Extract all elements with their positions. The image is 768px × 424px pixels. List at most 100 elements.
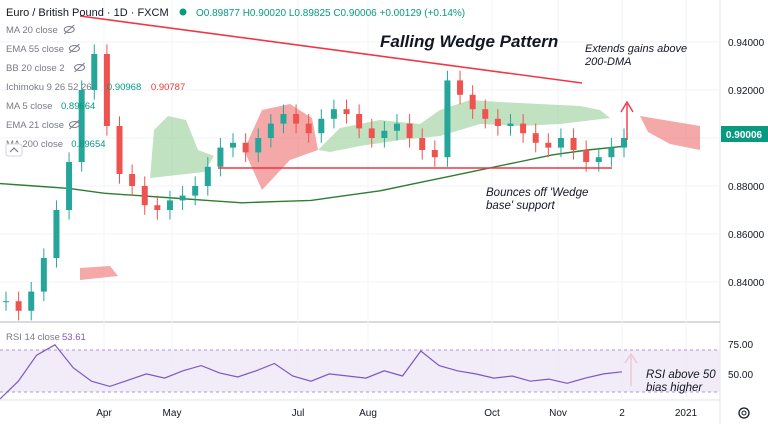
eye-hidden-icon[interactable]	[68, 43, 80, 54]
candle-body	[330, 109, 337, 119]
candle-body	[305, 123, 312, 134]
candle-body	[230, 142, 237, 148]
time-tick-7: 2021	[675, 408, 698, 419]
time-tick-2: Jul	[292, 408, 305, 419]
candle-body	[406, 123, 413, 138]
candle-body	[570, 138, 577, 150]
time-tick-5: Nov	[549, 408, 567, 419]
time-axis[interactable]: Apr May Jul Aug Oct Nov 2 2021	[96, 408, 697, 419]
ma200-line	[0, 145, 623, 204]
cloud-green-segment-2	[318, 100, 610, 152]
rsi-label[interactable]: RSI 14 close	[6, 332, 60, 343]
legend-item-0[interactable]: MA 20 close	[6, 25, 58, 36]
bounce-annotation-line1: Bounces off 'Wedge	[486, 187, 588, 199]
candle-body	[368, 128, 375, 138]
extends-annotation-line1: Extends gains above	[585, 43, 687, 55]
price-tick-1: 0.92000	[728, 86, 765, 97]
candle-body	[393, 123, 400, 131]
candle-body	[204, 166, 211, 186]
rsi-tick-50: 50.00	[728, 370, 753, 381]
candle-body	[494, 118, 501, 126]
legend-value-3: 0.90968	[107, 82, 141, 93]
legend-item-5[interactable]: EMA 21 close	[6, 120, 64, 131]
legend-value-6: 0.89654	[71, 139, 105, 150]
candle-body	[595, 157, 602, 162]
rsi-tick-75: 75.00	[728, 340, 753, 351]
time-tick-4: Oct	[484, 408, 500, 419]
candle-body	[3, 301, 9, 303]
legend-value2-3: 0.90787	[151, 82, 185, 93]
candle-body	[78, 90, 85, 162]
candle-body	[15, 301, 22, 311]
symbol-title[interactable]: Euro / British Pound · 1D · FXCM	[6, 7, 169, 19]
price-up-arrow[interactable]	[620, 100, 634, 140]
ichimoku-cloud	[80, 100, 700, 280]
candle-body	[154, 205, 161, 210]
wedge-upper-line[interactable]	[79, 15, 583, 84]
indicator-legend[interactable]: MA 20 close EMA 55 close BB 20 close 2 Ichi…	[6, 24, 185, 150]
candle-body	[482, 109, 489, 119]
candle-body	[242, 142, 249, 153]
candle-body	[532, 133, 539, 143]
cloud-green-segment	[150, 116, 214, 178]
candle-body	[583, 150, 590, 162]
legend-item-2[interactable]: BB 20 close 2	[6, 63, 65, 74]
eye-hidden-icon[interactable]	[74, 62, 86, 73]
legend-value-4: 0.89664	[61, 101, 95, 112]
candle-body	[141, 186, 148, 206]
last-price-value: 0.90006	[726, 130, 763, 141]
candle-body	[431, 150, 438, 158]
candle-body	[293, 114, 300, 124]
last-price-badge: 0.90006	[721, 126, 768, 142]
ohlc-readout: O0.89877 H0.90020 L0.89825 C0.90006 +0.0…	[196, 8, 465, 19]
candle-body	[28, 291, 35, 311]
eye-hidden-icon[interactable]	[68, 119, 80, 130]
candle-body	[53, 210, 60, 258]
candle-body	[520, 123, 527, 134]
candles	[3, 44, 627, 321]
candle-body	[608, 147, 615, 158]
eye-hidden-icon[interactable]	[63, 24, 75, 35]
candle-body	[267, 123, 274, 138]
candle-body	[557, 138, 564, 148]
price-tick-4: 0.86000	[728, 230, 765, 241]
price-tick-5: 0.84000	[728, 278, 765, 289]
candle-body	[280, 114, 287, 124]
candle-body	[66, 162, 73, 210]
cloud-red-segment-2	[640, 116, 700, 150]
candle-body	[91, 54, 98, 90]
candle-body	[621, 138, 627, 148]
market-status-icon	[179, 8, 187, 16]
time-tick-3: Aug	[359, 408, 377, 419]
candle-body	[129, 174, 136, 186]
settings-gear-icon[interactable]	[738, 407, 750, 419]
candle-body	[545, 142, 552, 148]
legend-item-3[interactable]: Ichimoku 9 26 52 26	[6, 82, 92, 93]
rsi-line	[0, 344, 623, 400]
price-tick-0: 0.94000	[728, 38, 765, 49]
candle-body	[381, 130, 388, 138]
candle-body	[507, 123, 514, 126]
candle-body	[179, 195, 186, 201]
collapse-legend-button[interactable]	[5, 143, 23, 157]
time-tick-6: 2	[619, 408, 625, 419]
candle-body	[116, 126, 123, 174]
time-tick-0: Apr	[96, 408, 112, 419]
candle-body	[419, 138, 426, 150]
candle-body	[343, 109, 350, 114]
legend-item-1[interactable]: EMA 55 close	[6, 44, 64, 55]
rsi-value: 53.61	[62, 332, 86, 343]
legend-item-6[interactable]: MA 200 close	[6, 139, 63, 150]
candle-body	[40, 258, 47, 292]
extends-annotation-line2: 200-DMA	[584, 56, 631, 68]
candle-body	[217, 147, 224, 167]
legend-item-4[interactable]: MA 5 close	[6, 101, 52, 112]
rsi-annotation-line1: RSI above 50	[646, 369, 716, 381]
candle-body	[255, 138, 262, 153]
candle-body	[469, 94, 476, 110]
candle-body	[103, 54, 110, 126]
grid-lines	[0, 0, 720, 400]
pattern-title: Falling Wedge Pattern	[380, 32, 558, 51]
price-tick-3: 0.88000	[728, 182, 765, 193]
